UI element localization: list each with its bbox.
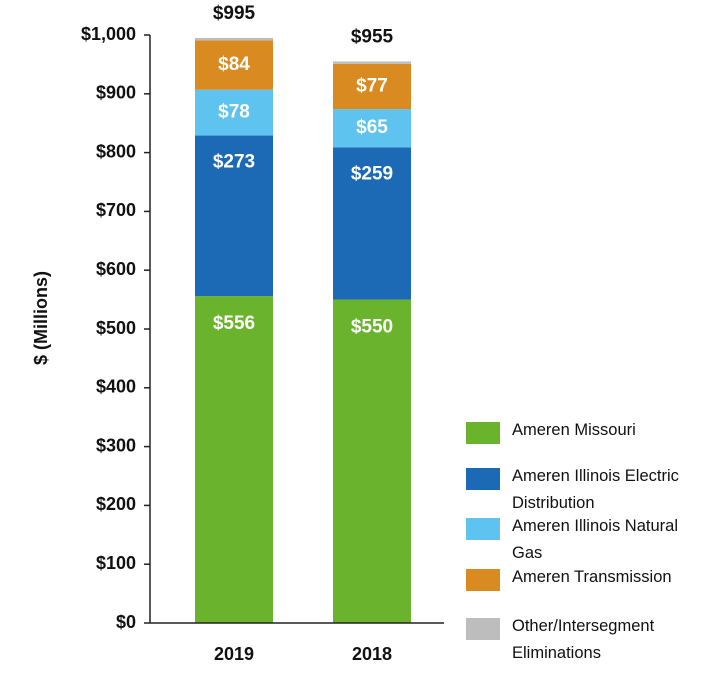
y-tick-label: $1,000 (81, 24, 136, 44)
data-label: $84 (218, 54, 250, 75)
y-tick-label: $900 (96, 83, 136, 103)
bar-segment (333, 147, 411, 300)
y-tick-label: $100 (96, 553, 136, 573)
y-tick-label: $500 (96, 318, 136, 338)
y-tick-label: $800 (96, 141, 136, 161)
bar-segment (333, 109, 411, 148)
legend-label: Ameren Transmission (512, 568, 672, 586)
total-label: $955 (351, 26, 394, 47)
data-label: $550 (351, 317, 393, 338)
legend-swatch (466, 618, 500, 640)
data-label: $65 (356, 117, 388, 138)
legend-item: Ameren Illinois Natural Gas (466, 516, 687, 567)
y-tick-label: $600 (96, 259, 136, 279)
total-label: $995 (213, 3, 256, 24)
x-tick-label: 2018 (352, 644, 392, 664)
legend-item: Ameren Transmission (466, 567, 687, 591)
y-axis-title: $ (Millions) (31, 271, 51, 365)
y-tick-label: $400 (96, 377, 136, 397)
bar-segment (195, 89, 273, 136)
legend-swatch (466, 422, 500, 444)
legend-swatch (466, 569, 500, 591)
y-tick-label: $0 (116, 612, 136, 632)
x-tick-label: 2019 (214, 644, 254, 664)
legend-swatch (466, 468, 500, 490)
data-label: $78 (218, 102, 250, 123)
y-tick-label: $300 (96, 435, 136, 455)
y-tick-label: $200 (96, 494, 136, 514)
legend-swatch (466, 518, 500, 540)
bar-segment (333, 63, 411, 110)
legend-label: Ameren Illinois Electric Distribution (512, 467, 679, 512)
legend-label: Other/Intersegment Eliminations (512, 617, 655, 662)
bar-segment (195, 135, 273, 297)
bar-segment (195, 296, 273, 623)
bar-segment (195, 40, 273, 90)
legend-label: Ameren Missouri (512, 421, 636, 439)
bar-segment (195, 37, 273, 41)
y-tick-label: $700 (96, 200, 136, 220)
legend-label: Ameren Illinois Natural Gas (512, 517, 678, 562)
legend-item: Ameren Missouri (466, 420, 687, 444)
legend-item: Other/Intersegment Eliminations (466, 616, 687, 667)
bar-segment (333, 299, 411, 623)
data-label: $556 (213, 313, 255, 334)
legend-item: Ameren Illinois Electric Distribution (466, 466, 687, 517)
data-label: $77 (356, 75, 388, 96)
bar-segment (333, 61, 411, 64)
data-label: $259 (351, 163, 393, 184)
data-label: $273 (213, 152, 255, 173)
